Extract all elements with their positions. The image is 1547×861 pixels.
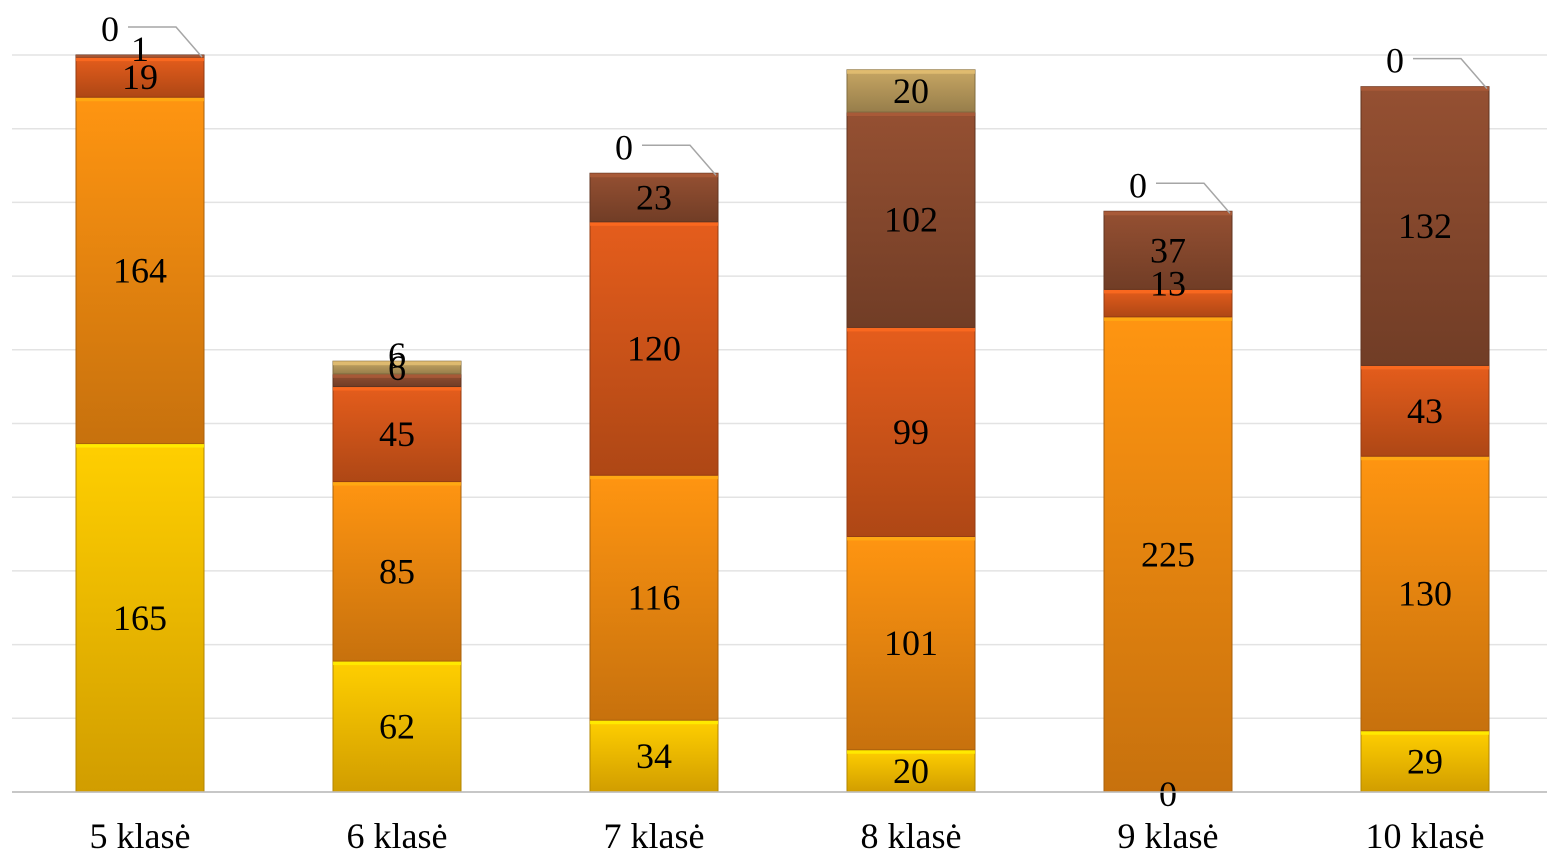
data-label: 85 [379, 551, 415, 591]
bar-segment [332, 481, 462, 662]
data-label: 132 [1398, 206, 1452, 246]
bar-segment-bevel [1361, 730, 1489, 735]
bar-segment [75, 96, 205, 445]
data-label: 164 [113, 250, 167, 290]
bar-segment [1103, 210, 1233, 290]
leader-line [1156, 182, 1231, 214]
bar-segment-bevel [590, 475, 718, 480]
bar-segment-bevel [76, 97, 204, 102]
bar-segment [1360, 364, 1490, 457]
bar-segment [1360, 730, 1490, 793]
data-label: 20 [893, 71, 929, 111]
data-label: 0 [615, 127, 633, 167]
x-tick-label: 10 klasė [1366, 816, 1485, 856]
data-label: 99 [893, 412, 929, 452]
bar-segment-bevel [847, 112, 975, 117]
bar-segment-bevel [590, 221, 718, 226]
bar-segment-bevel [333, 373, 461, 378]
data-label: 45 [379, 414, 415, 454]
data-label: 0 [101, 9, 119, 49]
data-label: 43 [1407, 391, 1443, 431]
bar-segment [1360, 86, 1490, 366]
bar-segment [589, 221, 719, 476]
data-label: 6 [388, 335, 406, 375]
bar-segment-bevel [1104, 211, 1232, 216]
bar-segment-bevel [1104, 316, 1232, 321]
bar-segment [846, 111, 976, 328]
bar-segment-bevel [847, 749, 975, 754]
bar-segment-bevel [333, 661, 461, 666]
data-label: 225 [1141, 534, 1195, 574]
data-label: 19 [122, 57, 158, 97]
data-label: 6 [388, 348, 406, 388]
data-label: 116 [628, 578, 681, 618]
bar-segment-bevel [333, 386, 461, 391]
data-label: 20 [893, 751, 929, 791]
bar-segment-bevel [847, 327, 975, 332]
data-label: 101 [884, 623, 938, 663]
data-label: 23 [636, 178, 672, 218]
bar-segment-bevel [333, 361, 461, 366]
leader-line [642, 144, 717, 176]
bar-segment [75, 56, 205, 98]
data-label: 13 [1150, 263, 1186, 303]
bar-segment-bevel [1361, 456, 1489, 461]
data-label: 37 [1150, 230, 1186, 270]
data-label: 130 [1398, 573, 1452, 613]
leader-line [1413, 57, 1488, 90]
data-label: 0 [1386, 41, 1404, 81]
bar-segment [589, 172, 719, 223]
data-label: 102 [884, 200, 938, 240]
bar-segment [589, 719, 719, 793]
bar-segment [1360, 455, 1490, 732]
x-axis-ticks: 5 klasė 6 klasė 7 klasė 8 klasė 9 klasė 10 kl… [90, 816, 1485, 856]
data-label: 62 [379, 707, 415, 747]
bar-segment [589, 474, 719, 721]
bar-segment [1103, 316, 1233, 793]
bar-segment-bevel [76, 443, 204, 448]
data-label: 0 [1159, 774, 1177, 814]
data-label: 165 [113, 598, 167, 638]
bar-segment-bevel [590, 173, 718, 178]
bars [75, 54, 1490, 793]
bar-segment-bevel [76, 55, 204, 58]
bar-segment-bevel [1104, 289, 1232, 294]
bar-segment-bevel [847, 536, 975, 541]
bar-segment [846, 535, 976, 751]
bar-segment [332, 386, 462, 483]
bar-segment-bevel [1361, 86, 1489, 91]
x-tick-label: 8 klasė [861, 816, 962, 856]
data-label: 120 [627, 329, 681, 369]
bar-segment-bevel [333, 481, 461, 486]
bar-segment-bevel [76, 57, 204, 62]
bar-segment [846, 326, 976, 537]
bar-segment [846, 69, 976, 113]
bar-segment [332, 660, 462, 793]
data-label: 34 [636, 736, 672, 776]
leader-line [128, 26, 203, 58]
data-labels: 1651641910628545663411612023020101991022… [101, 9, 1488, 814]
data-label: 1 [131, 29, 149, 69]
x-tick-label: 9 klasė [1118, 816, 1219, 856]
bar-segment-bevel [590, 720, 718, 725]
data-label: 29 [1407, 741, 1443, 781]
x-tick-label: 6 klasė [347, 816, 448, 856]
x-tick-label: 5 klasė [90, 816, 191, 856]
bar-segment [75, 443, 205, 793]
bar-segment-bevel [847, 69, 975, 74]
gridlines [12, 54, 1547, 793]
bar-segment-bevel [1361, 365, 1489, 370]
data-label: 0 [1129, 165, 1147, 205]
x-tick-label: 7 klasė [604, 816, 705, 856]
